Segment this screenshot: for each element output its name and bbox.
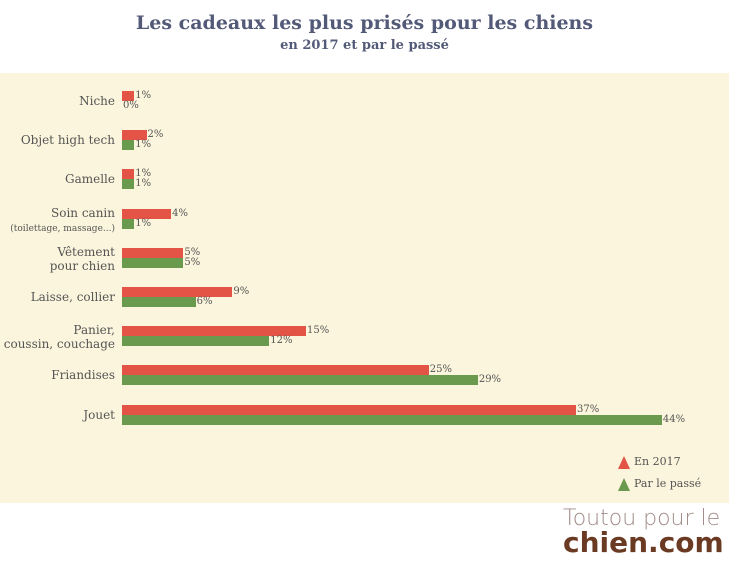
category-label: Gamelle [65,172,115,187]
bar [122,218,135,229]
bar [122,179,135,190]
data-label: 15% [307,325,330,337]
data-label: 25% [429,364,452,376]
logo-line1: Toutou pour le [563,506,721,531]
tree-icon [618,477,630,491]
bar [122,91,135,101]
bar [122,414,662,425]
data-label: 0% [123,100,139,111]
legend-label: En 2017 [634,455,681,468]
category-label: Laisse, collier [30,290,115,304]
logo-line2: chien.com [563,526,724,559]
data-label: 1% [135,178,152,190]
chart-area [0,73,729,503]
bar [122,140,135,151]
data-label: 1% [135,139,152,151]
category-label: Objet high tech [20,133,115,148]
data-label: 29% [478,374,502,386]
bar [122,375,478,386]
data-label: 5% [184,256,201,268]
data-label: 1% [135,168,152,180]
chart-title: Les cadeaux les plus prisés pour les chi… [135,12,594,34]
bar [122,208,172,219]
data-label: 37% [576,403,600,415]
data-label: 2% [147,129,164,141]
bar [122,130,147,141]
category-label: Panier, coussin, couchage [3,323,115,352]
data-label: 9% [233,286,250,297]
chart-subtitle: en 2017 et par le passé [280,38,449,53]
category-label: Jouet [83,407,115,422]
bar [122,365,429,376]
bar [122,297,196,307]
legend-item-past: Par le passé [618,477,701,491]
bar [122,169,135,180]
bar [122,247,184,258]
data-label: 4% [172,207,188,219]
data-label: 12% [270,335,293,347]
category-label: Soin canin (toilettage, massage...) [10,205,115,234]
legend-label: Par le passé [634,477,702,490]
category-label: Vêtement pour chien [49,244,115,273]
data-label: 1% [135,90,152,101]
legend-item-2017: En 2017 [618,455,681,469]
data-label: 1% [135,217,152,229]
data-label: 44% [662,413,686,425]
bar [122,404,576,415]
data-label: 5% [184,246,201,258]
category-label: Friandises [51,368,115,383]
data-label: 6% [196,296,213,307]
category-label: Niche [79,94,115,108]
bar [122,257,184,268]
bar [122,287,233,297]
tree-icon [618,455,630,469]
bar [122,326,307,337]
bar [122,336,270,347]
